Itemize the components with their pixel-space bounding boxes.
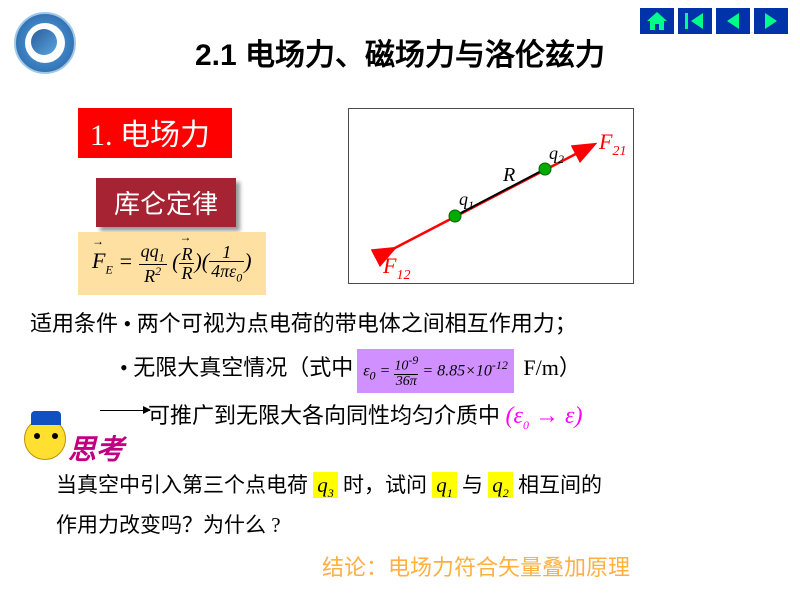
svg-text:R: R: [502, 164, 515, 186]
extend-arrow: [100, 410, 150, 411]
condition-2b: F/m）: [523, 346, 580, 390]
conclusion-text: 结论：电场力符合矢量叠加原理: [322, 550, 630, 582]
epsilon0-value: ε0 = 10-936π = 8.85×10-12: [357, 349, 514, 393]
svg-text:F21: F21: [598, 129, 626, 159]
svg-text:F12: F12: [382, 253, 410, 283]
think-emoji-icon: [24, 418, 66, 460]
q3-highlight: q3: [313, 472, 338, 498]
conditions-label: 适用条件: [30, 302, 118, 346]
q2-highlight: q2: [488, 472, 513, 498]
svg-text:q1: q1: [459, 189, 474, 212]
condition-2a: • 无限大真空情况（式中: [120, 346, 353, 390]
coulomb-law-label: 库仑定律: [96, 178, 236, 227]
q1-highlight: q1: [432, 472, 457, 498]
conditions-block: 适用条件 • 两个可视为点电荷的带电体之间相互作用力； • 无限大真空情况（式中…: [30, 302, 581, 393]
extend-text: 可推广到无限大各向同性均匀介质中 (ε0 → ε): [148, 398, 582, 433]
condition-1: • 两个可视为点电荷的带电体之间相互作用力；: [124, 302, 577, 346]
think-label: 思考: [68, 428, 124, 468]
question-block: 当真空中引入第三个点电荷 q3 时，试问 q1 与 q2 相互间的 作用力改变吗…: [56, 466, 756, 546]
force-diagram: q1 q2 R F12 F21: [348, 108, 634, 284]
coulomb-formula: FE = qq1R2 (RR)(14πε0): [78, 232, 266, 295]
page-title: 2.1 电场力、磁场力与洛伦兹力: [0, 30, 800, 74]
svg-text:q2: q2: [549, 143, 564, 166]
section-heading-1: 1. 电场力: [78, 108, 232, 158]
